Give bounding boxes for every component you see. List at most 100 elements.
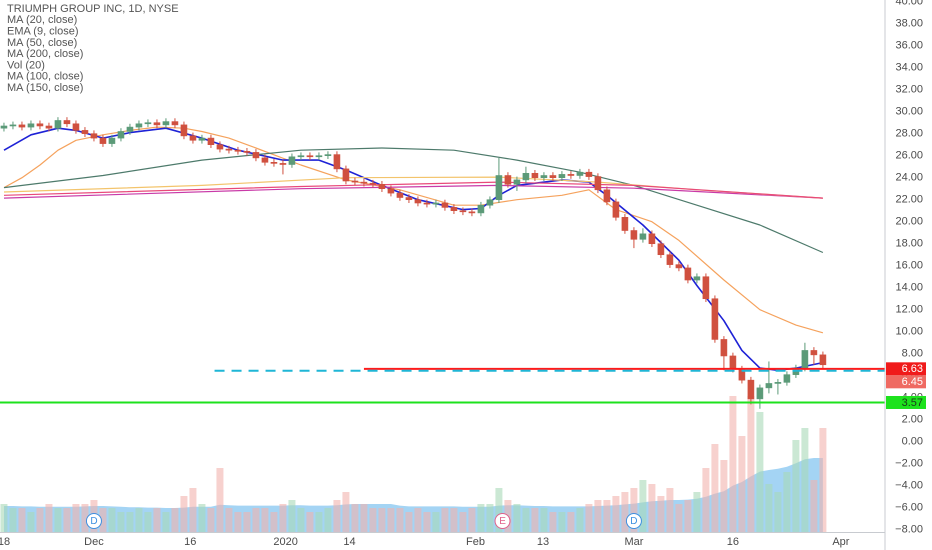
volume-bar bbox=[9, 508, 17, 532]
y-tick-label: −2.00 bbox=[895, 458, 923, 470]
volume-bar bbox=[135, 508, 143, 532]
candle-body bbox=[45, 125, 53, 129]
volume-bar bbox=[522, 508, 530, 532]
volume-bar bbox=[414, 508, 422, 532]
volume-bar bbox=[594, 500, 602, 532]
candle-body bbox=[441, 202, 449, 208]
candle-body bbox=[288, 156, 296, 165]
volume-bar bbox=[342, 492, 350, 532]
candle-body bbox=[531, 172, 539, 179]
candle-body bbox=[711, 298, 719, 340]
candle-body bbox=[675, 264, 683, 269]
y-tick-label: 22.00 bbox=[895, 194, 923, 206]
y-tick-label: 8.00 bbox=[902, 348, 923, 360]
candle-body bbox=[702, 276, 710, 300]
candle-body bbox=[549, 175, 557, 179]
candle-body bbox=[567, 174, 575, 176]
y-tick-label: 28.00 bbox=[895, 128, 923, 140]
y-tick-label: 26.00 bbox=[895, 150, 923, 162]
volume-bar bbox=[63, 508, 71, 532]
candle-body bbox=[540, 175, 548, 179]
price-tag-label: 6.45 bbox=[902, 376, 923, 388]
event-marker bbox=[85, 513, 102, 529]
volume-bar bbox=[225, 508, 233, 532]
candle-body bbox=[405, 197, 413, 201]
y-tick-label: 32.00 bbox=[895, 84, 923, 96]
volume-bar bbox=[180, 496, 188, 532]
volume-bar bbox=[396, 508, 404, 532]
candle-body bbox=[108, 137, 116, 144]
candle-body bbox=[99, 137, 107, 144]
candle-body bbox=[144, 122, 152, 125]
candle-body bbox=[720, 339, 728, 357]
candle-body bbox=[18, 124, 26, 128]
candle-body bbox=[495, 175, 503, 201]
ma-line bbox=[3, 147, 824, 254]
volume-bar bbox=[360, 504, 368, 532]
price-tag-label: 3.57 bbox=[902, 397, 923, 409]
volume-bar bbox=[576, 508, 584, 532]
x-tick-label: Dec bbox=[84, 536, 104, 548]
volume-bar bbox=[126, 512, 134, 532]
candle-body bbox=[819, 354, 827, 366]
candle-body bbox=[252, 152, 260, 159]
x-tick-label: 2020 bbox=[273, 536, 297, 548]
volume-bar bbox=[252, 508, 260, 532]
x-tick-label: 18 bbox=[0, 536, 10, 548]
candle-body bbox=[414, 199, 422, 204]
y-tick-label: 2.00 bbox=[902, 414, 923, 426]
volume-bar bbox=[171, 508, 179, 532]
volume-bar bbox=[720, 460, 728, 532]
candle-body bbox=[756, 387, 764, 400]
volume-bar bbox=[756, 412, 764, 532]
candle-body bbox=[117, 131, 125, 139]
volume-bar bbox=[441, 508, 449, 532]
volume-bar bbox=[648, 484, 656, 532]
volume-bar bbox=[621, 492, 629, 532]
candle-body bbox=[36, 123, 44, 127]
candle-body bbox=[369, 182, 377, 185]
volume-bar bbox=[657, 496, 665, 532]
candle-body bbox=[90, 133, 98, 139]
volume-bar bbox=[630, 488, 638, 532]
event-label: E bbox=[499, 516, 506, 527]
y-tick-label: 0.00 bbox=[902, 436, 923, 448]
volume-bar bbox=[261, 508, 269, 532]
candle-body bbox=[126, 126, 134, 132]
volume-bar bbox=[468, 508, 476, 532]
legend-entry: MA (100, close) bbox=[7, 71, 83, 83]
legend: TRIUMPH GROUP INC, 1D, NYSE MA (20, clos… bbox=[7, 3, 179, 94]
candle-body bbox=[477, 204, 485, 214]
volume-bar bbox=[36, 508, 44, 532]
candle-body bbox=[432, 202, 440, 205]
volume-bar bbox=[288, 500, 296, 532]
price-tag bbox=[886, 395, 926, 409]
y-tick-label: 36.00 bbox=[895, 40, 923, 52]
candle-body bbox=[522, 172, 530, 181]
volume-bar bbox=[108, 508, 116, 532]
candle-body bbox=[306, 155, 314, 158]
candle-body bbox=[657, 243, 665, 256]
candle-body bbox=[639, 233, 647, 240]
candle-body bbox=[54, 120, 62, 129]
volume-bar bbox=[333, 500, 341, 532]
volume-bar bbox=[495, 488, 503, 532]
candle-body bbox=[135, 123, 143, 128]
candle-body bbox=[459, 210, 467, 213]
candle-body bbox=[594, 176, 602, 191]
volume-bar bbox=[738, 436, 746, 532]
price-tag bbox=[886, 375, 926, 389]
candle-body bbox=[765, 383, 773, 389]
event-label: D bbox=[630, 516, 637, 527]
candle-body bbox=[576, 171, 584, 176]
volume-bar bbox=[99, 508, 107, 532]
volume-bar bbox=[783, 472, 791, 532]
candle-body bbox=[315, 155, 323, 158]
candle-body bbox=[171, 121, 179, 126]
volume-bar bbox=[378, 508, 386, 532]
candle-body bbox=[351, 180, 359, 183]
candle-body bbox=[153, 122, 161, 126]
candle-body bbox=[27, 123, 35, 128]
y-tick-label: 30.00 bbox=[895, 106, 923, 118]
